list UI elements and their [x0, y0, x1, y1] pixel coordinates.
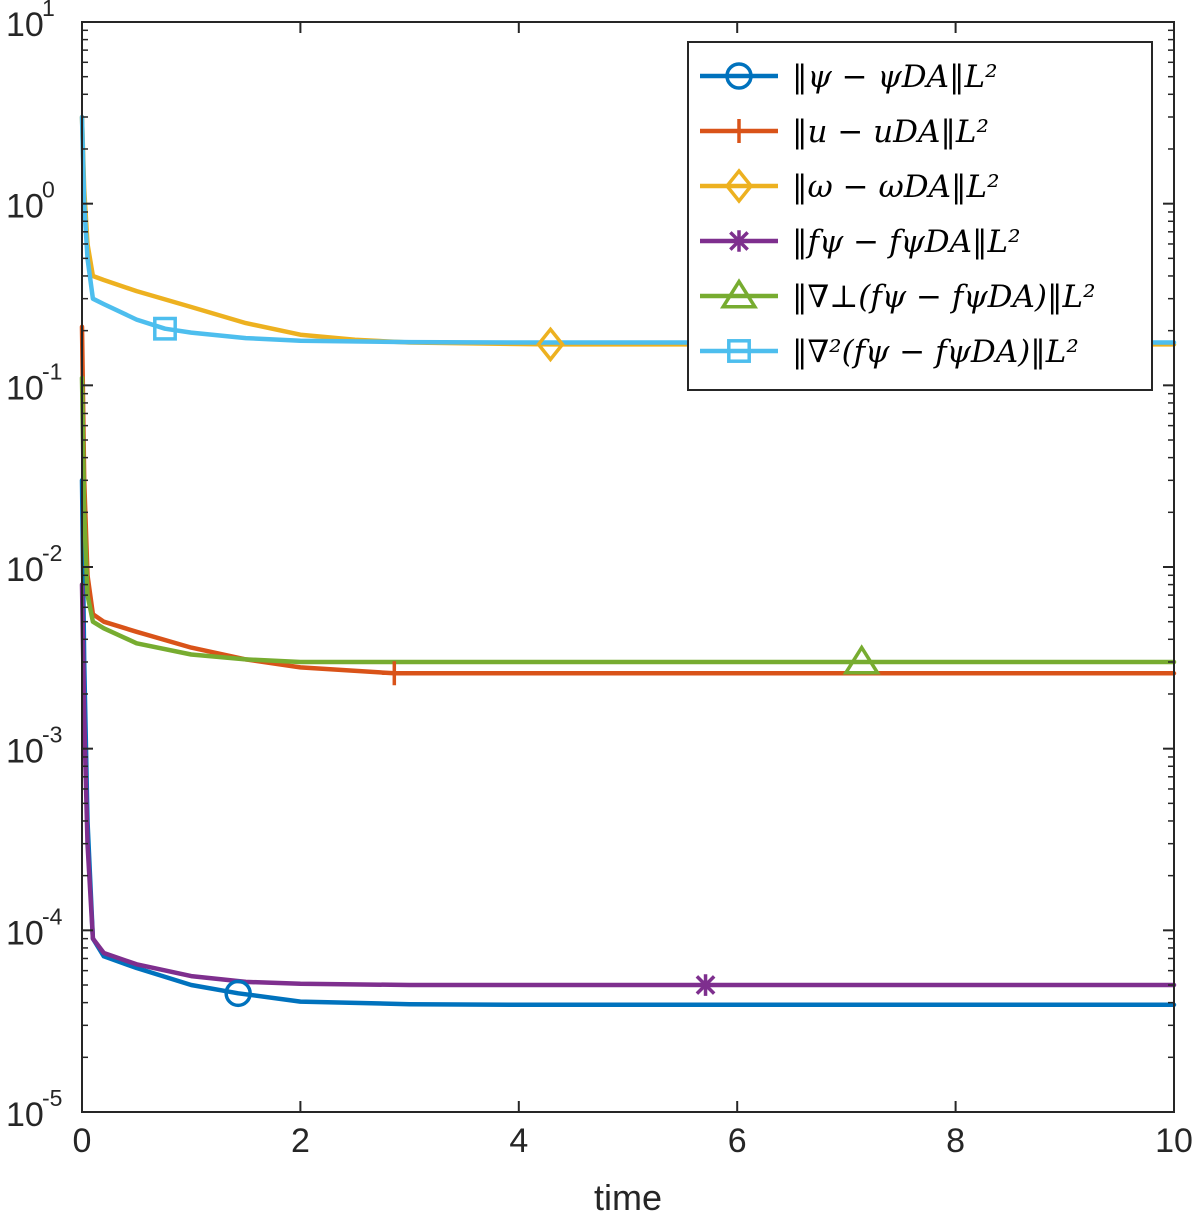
x-axis-title: time — [594, 1177, 662, 1216]
series-line-4 — [79, 582, 1177, 988]
series-marker-5-1 — [842, 644, 881, 675]
legend-label-3: ‖ω − ωDA‖L² — [792, 169, 1000, 205]
x-tick-label: 8 — [946, 1122, 965, 1160]
legend-marker-2 — [727, 119, 751, 143]
y-tick-exponent: -2 — [42, 540, 62, 566]
y-tick-exponent: 1 — [42, 0, 55, 21]
legend: ‖ψ − ψDA‖L² ‖u − uDA‖L² ‖ω − ωDA‖L² ‖fψ − f… — [687, 41, 1153, 391]
y-tick-exponent: -5 — [42, 1085, 62, 1111]
legend-label-6: ‖∇²(fψ − fψDA)‖L² — [792, 334, 1079, 370]
legend-label-5: ‖∇⊥(fψ − fψDA)‖L² — [792, 279, 1096, 315]
y-tick-label: 10 — [6, 551, 44, 589]
legend-label-1: ‖ψ − ψDA‖L² — [792, 59, 998, 95]
legend-marker-4 — [728, 230, 750, 252]
legend-label-4: ‖fψ − fψDA‖L² — [792, 224, 1021, 260]
x-tick-label: 4 — [509, 1122, 528, 1160]
series-marker-4-1 — [694, 974, 717, 996]
legend-label-2: ‖u − uDA‖L² — [792, 114, 989, 150]
y-tick-exponent: -1 — [42, 358, 62, 384]
y-tick-label: 10 — [6, 733, 44, 771]
x-tick-label: 10 — [1155, 1122, 1193, 1160]
y-tick-label: 10 — [6, 188, 44, 226]
x-tick-label: 2 — [291, 1122, 310, 1160]
legend-marker-5 — [719, 278, 759, 309]
series-marker-2-1 — [382, 661, 407, 686]
series-marker-1-1 — [224, 979, 252, 1008]
y-tick-label: 10 — [6, 6, 44, 44]
y-tick-exponent: -4 — [42, 903, 63, 929]
legend-marker-3 — [724, 168, 754, 204]
legend-marker-1 — [725, 62, 753, 90]
series-line-5 — [79, 375, 1177, 665]
legend-marker-6 — [727, 339, 751, 363]
y-tick-exponent: 0 — [42, 177, 55, 203]
series-marker-3-1 — [536, 326, 565, 363]
series-marker-6-1 — [153, 316, 177, 341]
y-tick-label: 10 — [6, 369, 44, 407]
x-tick-label: 0 — [73, 1122, 92, 1160]
x-tick-label: 6 — [728, 1122, 747, 1160]
y-tick-label: 10 — [6, 914, 44, 952]
y-tick-label: 10 — [6, 1096, 44, 1134]
x-axis: 0 2 4 6 8 10 — [73, 22, 1193, 1160]
series-line-6 — [79, 114, 1177, 345]
y-tick-exponent: -3 — [42, 722, 62, 748]
legend-box — [687, 41, 1153, 391]
